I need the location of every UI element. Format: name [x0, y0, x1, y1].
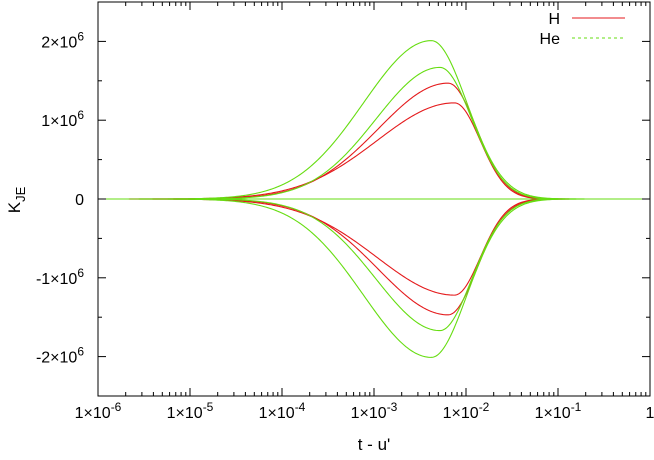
- x-tick-label: 1×10-3: [351, 400, 398, 422]
- x-tick-label: 1×10-5: [167, 400, 214, 422]
- x-tick-mantissa: 1×10: [443, 405, 479, 422]
- legend-label-he: He: [540, 31, 561, 48]
- x-tick-exponent: -1: [571, 400, 582, 414]
- y-axis-label-sub: JE: [13, 186, 28, 202]
- y-tick-mantissa: 1×10: [41, 113, 77, 130]
- x-tick-label: 1×10-2: [443, 400, 490, 422]
- x-tick-exponent: -3: [387, 400, 398, 414]
- series-line-h-0: [98, 102, 650, 200]
- x-tick-mantissa: 1×10: [351, 405, 387, 422]
- x-tick-exponent: -4: [295, 400, 306, 414]
- x-tick-label: 1: [646, 405, 654, 422]
- x-tick-mantissa: 1×10: [535, 405, 571, 422]
- series-line-h-3: [98, 198, 650, 316]
- y-tick-label: -2×106: [36, 345, 84, 367]
- y-tick-mantissa: -1×10: [36, 271, 77, 288]
- x-tick-exponent: -2: [479, 400, 490, 414]
- tick-labels-group: 1×10-6 1×10-5 1×10-4 1×10-3 1×10-2 1×10-1 12×1…: [36, 29, 654, 422]
- y-tick-exponent: 6: [77, 345, 84, 359]
- legend: H He: [540, 11, 625, 48]
- y-tick-exponent: 6: [77, 266, 84, 280]
- ticks-group: [97, 1, 651, 397]
- y-tick-mantissa: -2×10: [36, 350, 77, 367]
- x-tick-mantissa: 1×10: [259, 405, 295, 422]
- x-axis-label: t - u': [358, 435, 391, 454]
- y-tick-label: 0: [75, 192, 84, 209]
- x-tick-mantissa: 1×10: [167, 405, 203, 422]
- y-tick-exponent: 6: [77, 29, 84, 43]
- series-line-h-1: [98, 82, 650, 200]
- x-tick-label: 1×10-6: [75, 400, 122, 422]
- y-tick-mantissa: 0: [75, 192, 84, 209]
- y-tick-mantissa: 2×10: [41, 34, 77, 51]
- series-line-h-2: [98, 198, 650, 296]
- x-tick-mantissa: 1: [646, 405, 654, 422]
- y-tick-label: 2×106: [41, 29, 84, 51]
- y-tick-exponent: 6: [77, 108, 84, 122]
- series-group: [98, 40, 650, 358]
- x-tick-exponent: -6: [111, 400, 122, 414]
- legend-label-h: H: [548, 11, 560, 28]
- series-line-he-5: [98, 40, 650, 200]
- x-tick-exponent: -5: [203, 400, 214, 414]
- y-axis-label: KJE: [5, 186, 28, 213]
- x-tick-mantissa: 1×10: [75, 405, 111, 422]
- x-tick-label: 1×10-4: [259, 400, 306, 422]
- x-tick-label: 1×10-1: [535, 400, 582, 422]
- y-axis-label-main: K: [5, 201, 24, 213]
- y-tick-label: 1×106: [41, 108, 84, 130]
- y-tick-label: -1×106: [36, 266, 84, 288]
- series-line-he-7: [98, 198, 650, 358]
